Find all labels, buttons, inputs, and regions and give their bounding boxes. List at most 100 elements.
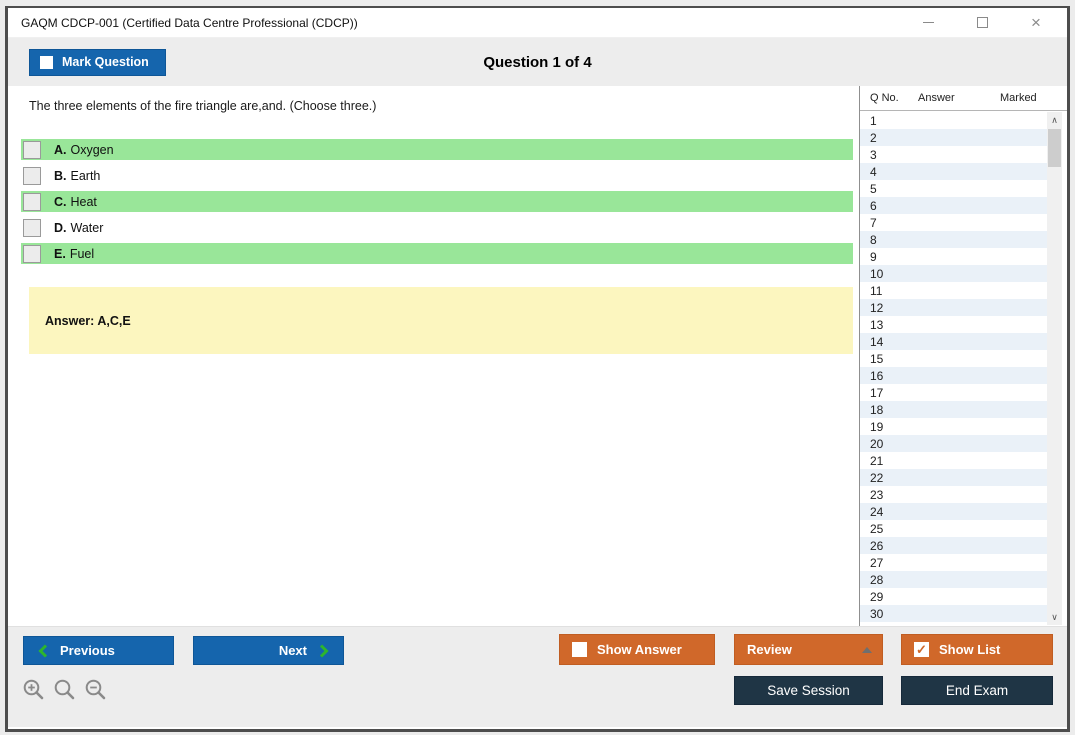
q-number: 27 [870, 555, 884, 570]
option-row[interactable]: D. Water [21, 217, 853, 238]
show-list-checkbox[interactable]: ✓ [914, 642, 929, 657]
question-list-row[interactable]: 1 [860, 112, 1047, 129]
minimize-button[interactable] [915, 12, 941, 34]
q-number: 25 [870, 521, 884, 536]
q-number: 19 [870, 419, 884, 434]
header-strip: Question 1 of 4 Mark Question [8, 38, 1067, 86]
minimize-icon [922, 22, 934, 23]
question-list-row[interactable]: 20 [860, 435, 1047, 452]
window-title: GAQM CDCP-001 (Certified Data Centre Pro… [21, 15, 358, 30]
question-list-row[interactable]: 15 [860, 350, 1047, 367]
q-number: 18 [870, 402, 884, 417]
q-number: 6 [870, 198, 877, 213]
q-number: 21 [870, 453, 884, 468]
question-list-row[interactable]: 27 [860, 554, 1047, 571]
q-number: 8 [870, 232, 877, 247]
question-list-row[interactable]: 2 [860, 129, 1047, 146]
option-letter: B. [54, 168, 67, 183]
next-label: Next [278, 643, 307, 658]
zoom-in-icon[interactable] [22, 678, 46, 702]
q-number: 13 [870, 317, 884, 332]
question-list-row[interactable]: 28 [860, 571, 1047, 588]
scrollbar-thumb[interactable] [1048, 129, 1061, 167]
column-header-marked: Marked [1000, 92, 1037, 104]
question-list-row[interactable]: 21 [860, 452, 1047, 469]
question-list-row[interactable]: 12 [860, 299, 1047, 316]
option-text: Heat [70, 194, 97, 209]
question-list-row[interactable]: 10 [860, 265, 1047, 282]
column-header-qno: Q No. [870, 92, 899, 104]
close-icon: × [1031, 13, 1041, 32]
zoom-icon[interactable] [53, 678, 77, 702]
review-label: Review [747, 642, 792, 657]
previous-button[interactable]: Previous [23, 636, 174, 665]
option-checkbox[interactable] [23, 192, 41, 211]
question-list-row[interactable]: 19 [860, 418, 1047, 435]
question-list-row[interactable]: 23 [860, 486, 1047, 503]
question-list-scrollbar[interactable]: ∧ ∨ [1047, 112, 1062, 625]
q-number: 10 [870, 266, 884, 281]
question-list-row[interactable]: 29 [860, 588, 1047, 605]
option-letter: E. [54, 246, 66, 261]
q-number: 29 [870, 589, 884, 604]
question-list-row[interactable]: 22 [860, 469, 1047, 486]
show-answer-button[interactable]: Show Answer [559, 634, 715, 665]
question-list-row[interactable]: 11 [860, 282, 1047, 299]
mark-question-button[interactable]: Mark Question [29, 48, 166, 76]
show-answer-label: Show Answer [597, 642, 682, 657]
option-checkbox[interactable] [23, 244, 41, 263]
review-dropdown-button[interactable]: Review [734, 634, 883, 665]
q-number: 3 [870, 147, 877, 162]
answer-box: Answer: A,C,E [29, 287, 853, 354]
option-letter: C. [54, 194, 67, 209]
question-list-row[interactable]: 9 [860, 248, 1047, 265]
chevron-left-icon [38, 643, 48, 658]
question-list-row[interactable]: 26 [860, 537, 1047, 554]
question-list-row[interactable]: 6 [860, 197, 1047, 214]
option-text: Water [70, 220, 104, 235]
save-session-button[interactable]: Save Session [734, 676, 883, 705]
zoom-out-icon[interactable] [84, 678, 108, 702]
question-list-row[interactable]: 8 [860, 231, 1047, 248]
close-button[interactable]: × [1023, 12, 1049, 34]
answer-text: Answer: A,C,E [45, 313, 131, 328]
option-row[interactable]: E. Fuel [21, 243, 853, 264]
question-list-row[interactable]: 14 [860, 333, 1047, 350]
question-list-row[interactable]: 4 [860, 163, 1047, 180]
question-list-row[interactable]: 3 [860, 146, 1047, 163]
maximize-button[interactable] [969, 12, 995, 34]
question-list-row[interactable]: 16 [860, 367, 1047, 384]
question-list-row[interactable]: 5 [860, 180, 1047, 197]
show-list-label: Show List [939, 642, 1001, 657]
option-checkbox[interactable] [23, 166, 41, 185]
option-checkbox[interactable] [23, 218, 41, 237]
chevron-right-icon [319, 643, 329, 658]
scroll-up-icon[interactable]: ∧ [1051, 114, 1058, 125]
question-list-row[interactable]: 17 [860, 384, 1047, 401]
option-letter: A. [54, 142, 67, 157]
question-list-row[interactable]: 30 [860, 605, 1047, 622]
next-button[interactable]: Next [193, 636, 344, 665]
option-row[interactable]: C. Heat [21, 191, 853, 212]
question-list-row[interactable]: 13 [860, 316, 1047, 333]
question-list-row[interactable]: 18 [860, 401, 1047, 418]
q-number: 22 [870, 470, 884, 485]
show-list-button[interactable]: ✓ Show List [901, 634, 1053, 665]
end-exam-label: End Exam [945, 683, 1009, 698]
q-number: 14 [870, 334, 884, 349]
option-row[interactable]: B. Earth [21, 165, 853, 186]
mark-question-checkbox[interactable] [40, 55, 53, 69]
question-list-row[interactable]: 7 [860, 214, 1047, 231]
column-header-answer: Answer [918, 92, 955, 104]
scroll-down-icon[interactable]: ∨ [1051, 611, 1058, 622]
question-list-row[interactable]: 24 [860, 503, 1047, 520]
show-answer-checkbox[interactable] [572, 642, 587, 657]
question-list-row[interactable]: 25 [860, 520, 1047, 537]
option-row[interactable]: A. Oxygen [21, 139, 853, 160]
q-number: 23 [870, 487, 884, 502]
option-text: Oxygen [70, 142, 114, 157]
option-letter: D. [54, 220, 67, 235]
option-checkbox[interactable] [23, 140, 41, 159]
q-number: 24 [870, 504, 884, 519]
end-exam-button[interactable]: End Exam [901, 676, 1053, 705]
